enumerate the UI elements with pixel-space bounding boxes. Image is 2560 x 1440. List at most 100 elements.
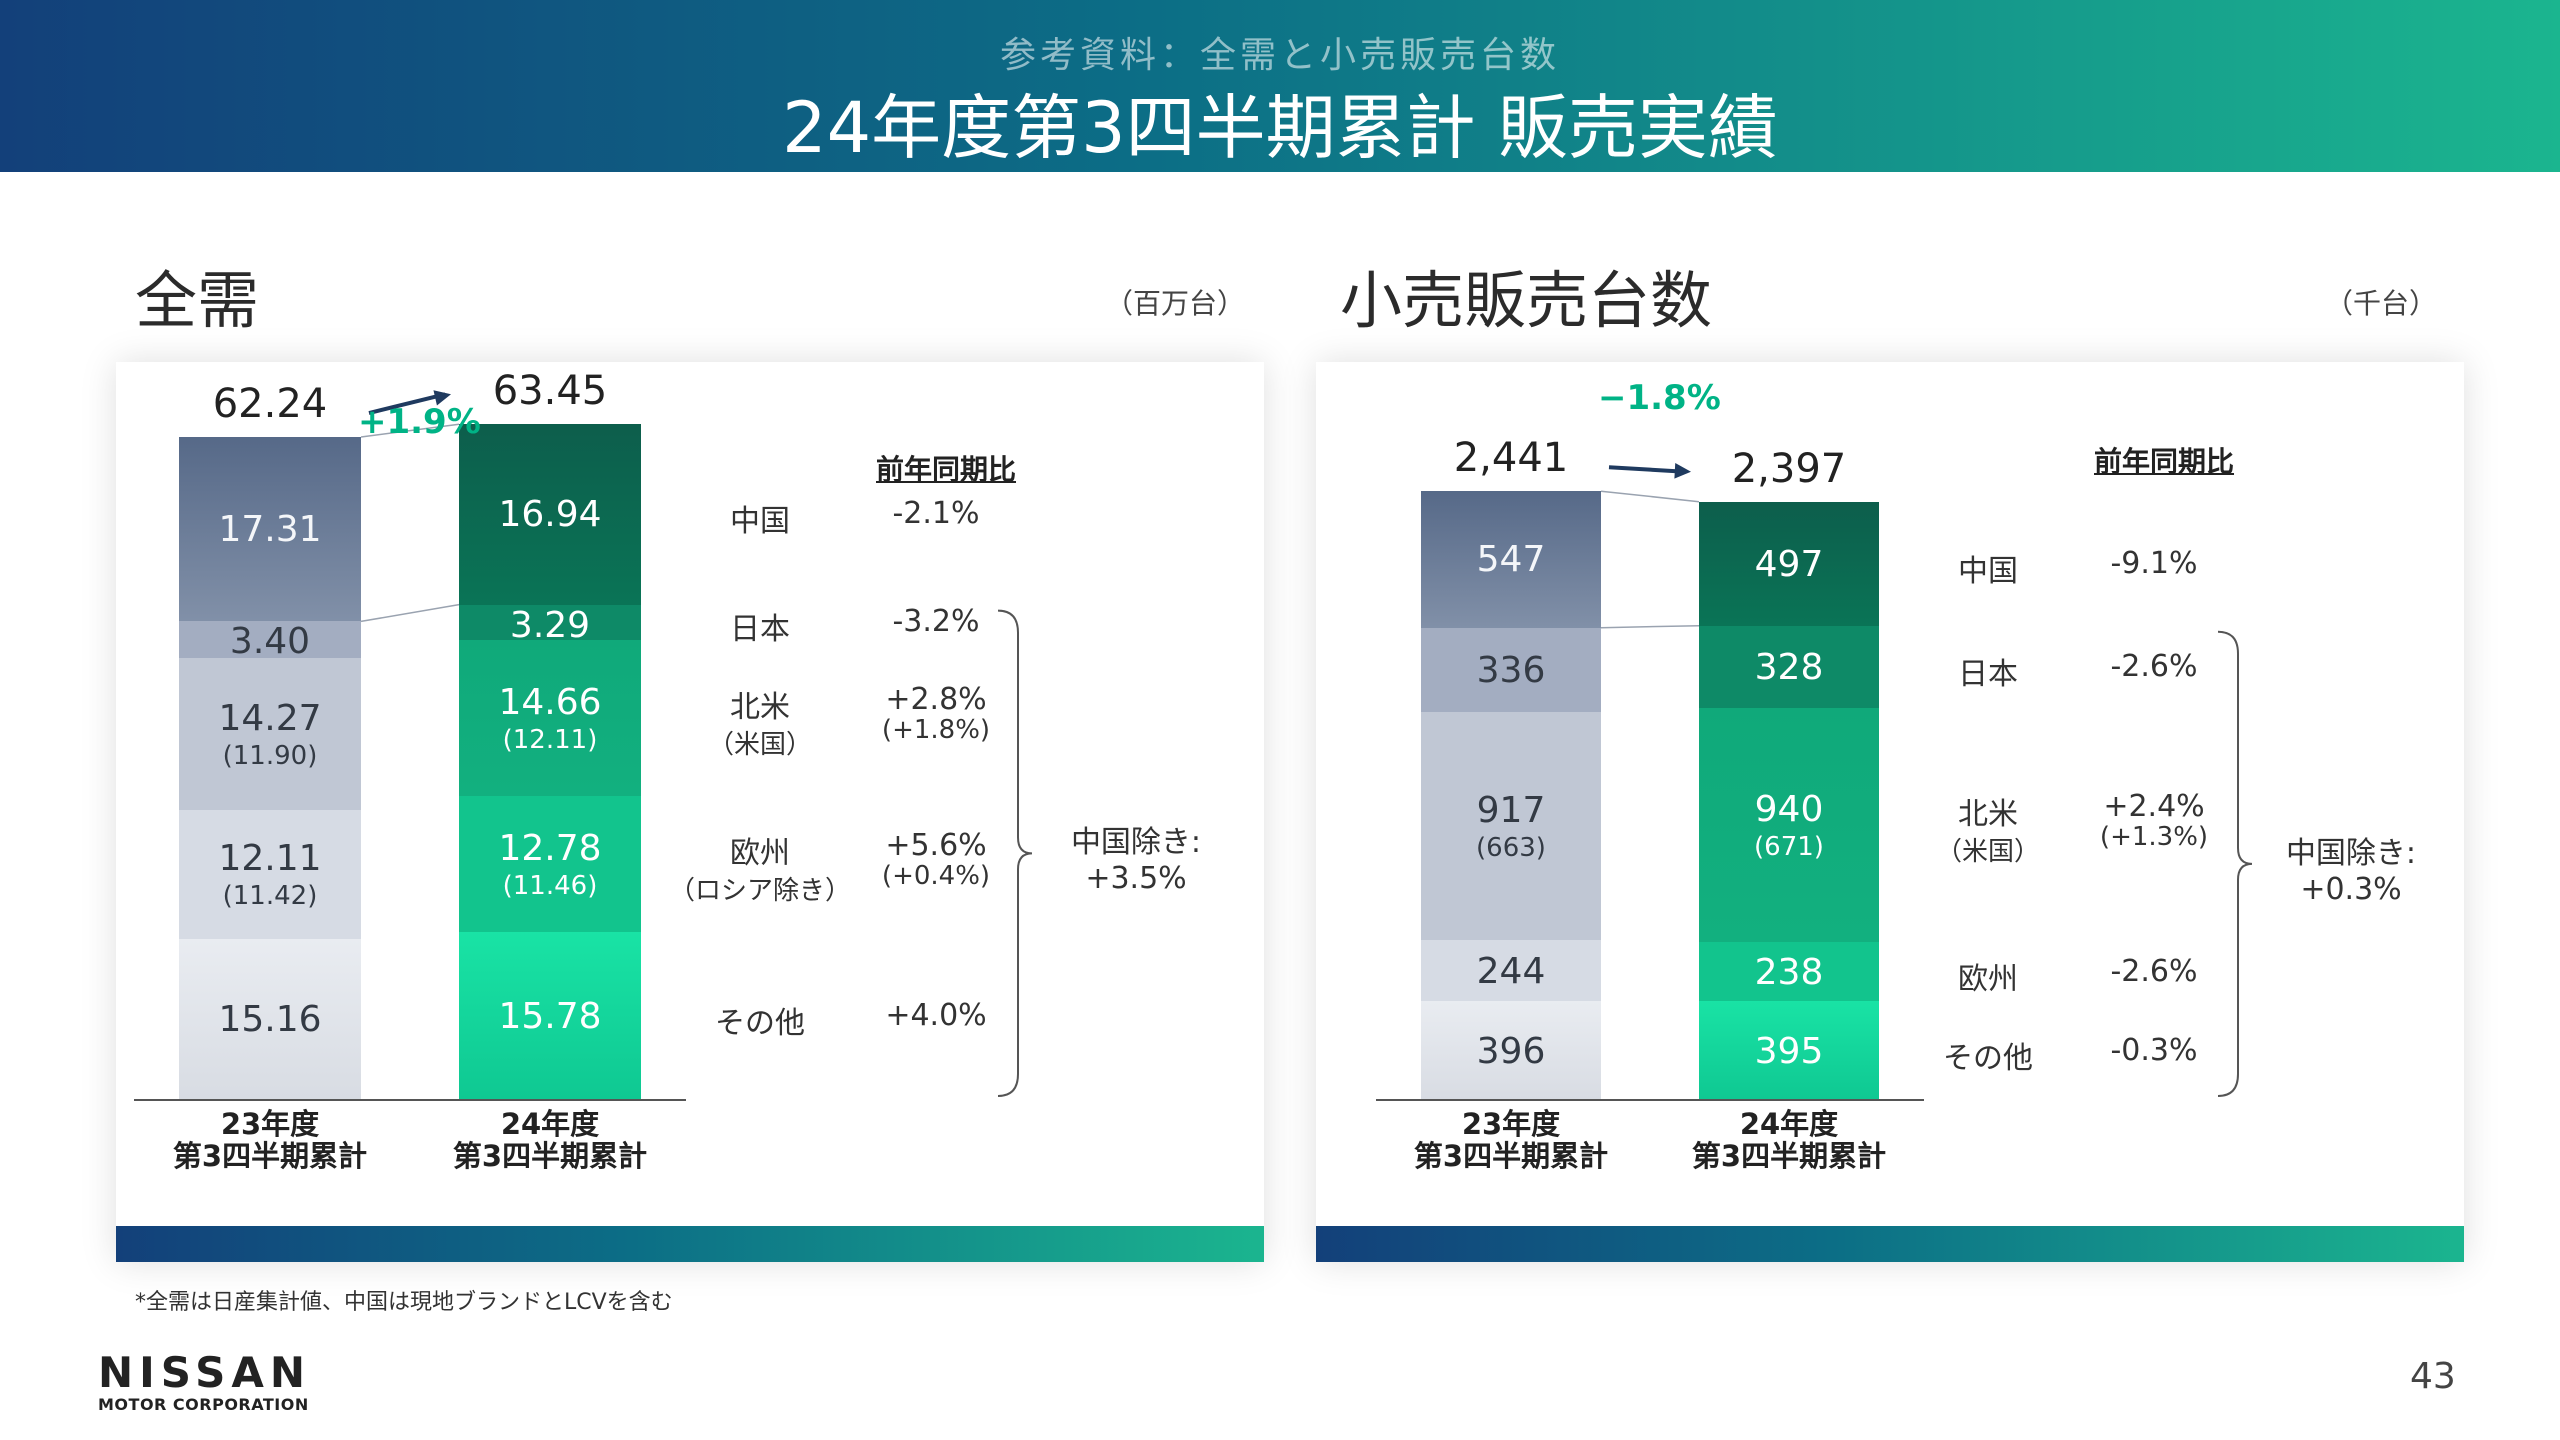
region-label: 欧州	[1888, 954, 2088, 998]
yoy-sub: (+1.8%)	[881, 714, 991, 745]
region-label: 北米 （米国）	[660, 682, 860, 761]
yoy-main: -0.3%	[2110, 1032, 2198, 1068]
segment-label: 497	[1699, 544, 1879, 585]
segment-label: 395	[1699, 1031, 1879, 1072]
region-subname: （ロシア除き）	[668, 875, 851, 906]
segment-value: 16.94	[498, 494, 602, 536]
bar-segment: 12.11 (11.42)	[179, 809, 361, 939]
bar-segment: 16.94	[459, 424, 641, 605]
segment-value: 328	[1754, 646, 1824, 688]
segment-value: 497	[1754, 543, 1824, 585]
region-label: 欧州 （ロシア除き）	[660, 828, 860, 907]
region-label: 日本	[660, 604, 860, 648]
bar-segment: 497	[1699, 501, 1879, 626]
category-label: 23年度 第3四半期累計	[172, 1107, 368, 1173]
segment-value: 3.29	[509, 604, 591, 646]
bar-segment: 15.16	[179, 938, 361, 1100]
panel-accent-bar	[116, 1226, 1264, 1262]
segment-label: 14.66 (12.11)	[459, 682, 641, 755]
segment-label: 14.27 (11.90)	[179, 698, 361, 771]
region-subname: （米国）	[1935, 836, 2040, 867]
category-label: 24年度 第3四半期累計	[1691, 1107, 1887, 1173]
segment-label: 917 (663)	[1421, 790, 1601, 863]
segment-subvalue: (663)	[1476, 832, 1546, 863]
segment-label: 15.16	[179, 999, 361, 1040]
yoy-value: -3.2%	[856, 604, 1016, 639]
segment-label: 12.78 (11.46)	[459, 828, 641, 901]
yoy-main: -2.1%	[892, 496, 980, 532]
yoy-value: +2.8% (+1.8%)	[856, 682, 1016, 745]
segment-value: 15.78	[498, 995, 602, 1037]
yoy-header: 前年同期比	[876, 453, 1017, 486]
yoy-value: -0.3%	[2074, 1033, 2234, 1068]
segment-value: 244	[1476, 950, 1546, 992]
bar-segment: 14.66 (12.11)	[459, 639, 641, 796]
segment-subvalue: (11.90)	[222, 740, 318, 771]
segment-value: 396	[1476, 1030, 1546, 1072]
bar-segment: 14.27 (11.90)	[179, 657, 361, 810]
bar-segment: 328	[1699, 625, 1879, 708]
segment-value: 14.27	[218, 697, 322, 739]
panel-accent-bar	[1316, 1226, 2464, 1262]
region-label: その他	[660, 998, 860, 1042]
connector-line	[360, 603, 460, 623]
segment-value: 238	[1754, 951, 1824, 993]
segment-label: 16.94	[459, 494, 641, 535]
yoy-value: -9.1%	[2074, 546, 2234, 581]
segment-subvalue: (11.42)	[222, 881, 318, 912]
bar-total-label: 63.45	[492, 368, 608, 415]
bar-segment: 3.29	[459, 604, 641, 646]
logo-wordmark: NISSAN	[98, 1348, 312, 1397]
region-name: 日本	[1958, 656, 2018, 692]
segment-label: 547	[1421, 539, 1601, 580]
category-label: 23年度 第3四半期累計	[1413, 1107, 1609, 1173]
yoy-main: -2.6%	[2110, 953, 2198, 989]
ex-china-label: 中国除き: +3.5%	[1046, 817, 1226, 896]
region-name: 北米	[730, 689, 790, 725]
logo-subtext: MOTOR CORPORATION	[98, 1395, 309, 1414]
right-section-title: 小売販売台数	[1340, 264, 1713, 337]
growth-arrow-head	[1674, 462, 1691, 479]
segment-label: 238	[1699, 952, 1879, 993]
region-subname: （米国）	[707, 729, 812, 760]
yoy-value: -2.6%	[2074, 954, 2234, 989]
yoy-main: +2.4%	[2103, 788, 2205, 824]
segment-value: 395	[1754, 1030, 1824, 1072]
yoy-main: -9.1%	[2110, 545, 2198, 581]
region-name: 欧州	[1958, 961, 2018, 997]
segment-value: 336	[1476, 649, 1546, 691]
bar-segment: 12.78 (11.46)	[459, 795, 641, 932]
growth-rate-label: −1.8%	[1598, 378, 1721, 418]
segment-label: 336	[1421, 650, 1601, 691]
segment-subvalue: (11.46)	[502, 870, 598, 901]
bar-segment: 396	[1421, 1001, 1601, 1100]
yoy-main: +5.6%	[885, 827, 987, 863]
region-name: 中国	[1958, 553, 2018, 589]
bar-total-label: 62.24	[212, 381, 328, 428]
bar-total-label: 2,397	[1731, 445, 1847, 492]
bar-segment: 336	[1421, 627, 1601, 712]
segment-label: 12.11 (11.42)	[179, 838, 361, 911]
nissan-logo: NISSAN MOTOR CORPORATION	[98, 1348, 311, 1414]
region-name: 日本	[730, 612, 790, 648]
ex-china-label: 中国除き: +0.3%	[2261, 828, 2441, 907]
segment-label: 15.78	[459, 996, 641, 1037]
region-label: 北米 （米国）	[1888, 789, 2088, 868]
bar-segment: 940 (671)	[1699, 707, 1879, 943]
segment-label: 244	[1421, 951, 1601, 992]
growth-arrow	[1608, 465, 1686, 474]
retail-sales-chart-panel: 396 244 917 (663) 336 547 2,441 23年度 第3四半期累計 395…	[1316, 362, 2464, 1262]
page-number: 43	[2410, 1356, 2456, 1397]
region-label: その他	[1888, 1033, 2088, 1077]
segment-value: 17.31	[218, 509, 322, 551]
header-banner: 参考資料：全需と小売販売台数 24年度第3四半期累計 販売実績	[0, 0, 2560, 172]
segment-subvalue: (12.11)	[502, 724, 598, 755]
category-label: 24年度 第3四半期累計	[452, 1107, 648, 1173]
yoy-main: -3.2%	[892, 604, 980, 640]
bar-segment: 238	[1699, 942, 1879, 1002]
yoy-main: +4.0%	[885, 997, 987, 1033]
segment-label: 940 (671)	[1699, 789, 1879, 862]
segment-label: 396	[1421, 1031, 1601, 1072]
ex-china-value: +0.3%	[2300, 871, 2402, 907]
bar-segment: 244	[1421, 940, 1601, 1002]
